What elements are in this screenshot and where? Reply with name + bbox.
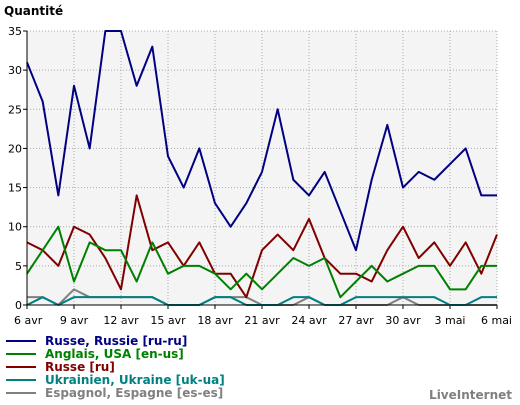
- brand-label: LiveInternet: [429, 388, 512, 402]
- y-axis-label: Quantité: [4, 4, 63, 18]
- x-tick-label: 3 mai: [434, 314, 465, 327]
- y-tick-label: 0: [15, 299, 22, 312]
- legend-label: Ukrainien, Ukraine [uk-ua]: [45, 373, 225, 387]
- legend-label: Espagnol, Espagne [es-es]: [45, 386, 223, 400]
- y-tick-label: 15: [8, 182, 22, 195]
- x-tick-label: 30 avr: [385, 314, 421, 327]
- legend-label: Anglais, USA [en-us]: [45, 347, 184, 361]
- x-ticks: 6 avr 9 avr 12 avr 15 avr 18 avr 21 avr 24 avr…: [14, 305, 512, 327]
- x-tick-label: 21 avr: [244, 314, 280, 327]
- y-tick-label: 10: [8, 221, 22, 234]
- x-tick-label: 18 avr: [197, 314, 233, 327]
- series-line-1: [26, 225, 497, 299]
- legend-label: Russe [ru]: [45, 360, 115, 374]
- x-tick-label: 12 avr: [103, 314, 139, 327]
- series-lines: [26, 30, 498, 306]
- y-tick-label: 5: [15, 260, 22, 273]
- series-line-0: [26, 30, 497, 252]
- legend: Russe, Russie [ru-ru]Anglais, USA [en-us…: [6, 334, 225, 400]
- y-tick-label: 35: [8, 25, 22, 38]
- x-tick-label: 6 mai: [481, 314, 512, 327]
- y-tick-label: 20: [8, 142, 22, 155]
- legend-label: Russe, Russie [ru-ru]: [45, 334, 187, 348]
- y-tick-label: 25: [8, 103, 22, 116]
- grid: [26, 30, 498, 306]
- x-tick-label: 27 avr: [338, 314, 374, 327]
- y-tick-label: 30: [8, 64, 22, 77]
- y-ticks: 0 5 10 15 20 25 30 35: [8, 25, 27, 312]
- series-line-2: [26, 194, 498, 299]
- x-tick-label: 24 avr: [291, 314, 327, 327]
- x-tick-label: 9 avr: [60, 314, 89, 327]
- x-tick-label: 6 avr: [14, 314, 43, 327]
- x-tick-label: 15 avr: [150, 314, 186, 327]
